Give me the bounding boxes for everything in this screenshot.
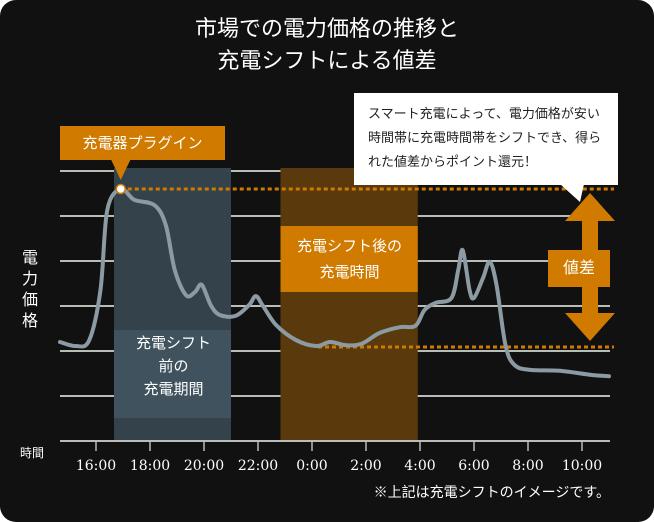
x-tick-label: 0:00 xyxy=(296,458,327,474)
x-tick-label: 16:00 xyxy=(76,458,116,474)
after-shift-band xyxy=(280,168,418,441)
bubble-tail xyxy=(560,184,584,202)
before-label-line: 充電期間 xyxy=(143,380,204,398)
x-tick-label: 2:00 xyxy=(350,458,381,474)
title-line-2: 充電シフトによる値差 xyxy=(217,49,437,74)
after-label-box xyxy=(280,226,418,292)
y-axis-label: 電力価格 xyxy=(21,248,38,330)
x-axis-label: 時間 xyxy=(19,446,44,460)
plugin-callout: 充電器プラグイン xyxy=(82,134,203,152)
price-diff-label: 値差 xyxy=(562,258,595,277)
x-tick-label: 20:00 xyxy=(184,458,224,474)
after-label-line: 充電時間 xyxy=(319,263,380,281)
x-tick-label: 10:00 xyxy=(562,458,602,474)
price-curve xyxy=(58,186,611,379)
plugin-point xyxy=(115,183,126,195)
plugin-callout-box xyxy=(60,126,225,160)
after-label: 充電シフト後の 充電時間 xyxy=(281,233,418,285)
x-tick-label: 8:00 xyxy=(512,458,543,474)
price-diff-box xyxy=(548,250,610,287)
x-tick-label: 4:00 xyxy=(404,458,435,474)
before-label-box xyxy=(114,330,231,418)
explanation-bubble: スマート充電によって、電力価格が安い時間帯に充電時間帯をシフトでき、得られた値差… xyxy=(354,93,618,185)
x-tick-label: 18:00 xyxy=(130,458,170,474)
before-label-line: 前の xyxy=(158,357,189,375)
before-label: 充電シフト 前の 充電期間 xyxy=(116,332,231,401)
before-label-line: 充電シフト xyxy=(135,334,211,352)
after-label-line: 充電シフト後の xyxy=(296,237,402,255)
plugin-callout-pointer xyxy=(110,159,131,180)
x-tick-label: 22:00 xyxy=(238,458,278,474)
title-line-1: 市場での電力価格の推移と xyxy=(194,17,459,42)
x-tick-label: 6:00 xyxy=(458,458,489,474)
footnote: ※上記は充電シフトのイメージです。 xyxy=(373,485,610,501)
